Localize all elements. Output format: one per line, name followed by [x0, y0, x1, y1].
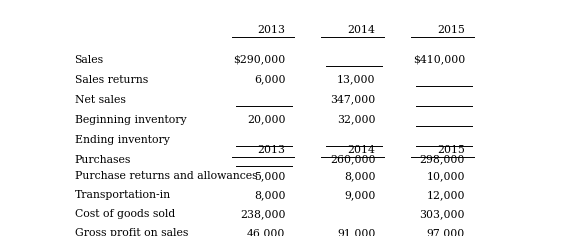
Text: 20,000: 20,000 — [247, 115, 285, 125]
Text: Ending inventory: Ending inventory — [75, 135, 170, 145]
Text: 2015: 2015 — [437, 25, 465, 35]
Text: 13,000: 13,000 — [337, 75, 375, 85]
Text: $290,000: $290,000 — [233, 55, 285, 65]
Text: 2013: 2013 — [258, 25, 285, 35]
Text: 2014: 2014 — [347, 25, 375, 35]
Text: 97,000: 97,000 — [427, 228, 465, 236]
Text: 238,000: 238,000 — [240, 209, 285, 219]
Text: Net sales: Net sales — [75, 95, 126, 105]
Text: Beginning inventory: Beginning inventory — [75, 115, 186, 125]
Text: 303,000: 303,000 — [420, 209, 465, 219]
Text: 9,000: 9,000 — [344, 190, 375, 200]
Text: 2015: 2015 — [437, 145, 465, 155]
Text: $410,000: $410,000 — [413, 55, 465, 65]
Text: Transportation-in: Transportation-in — [75, 190, 171, 200]
Text: 46,000: 46,000 — [247, 228, 285, 236]
Text: Sales: Sales — [75, 55, 104, 65]
Text: 12,000: 12,000 — [427, 190, 465, 200]
Text: 2014: 2014 — [347, 145, 375, 155]
Text: 10,000: 10,000 — [427, 171, 465, 181]
Text: 32,000: 32,000 — [337, 115, 375, 125]
Text: 2013: 2013 — [258, 145, 285, 155]
Text: 6,000: 6,000 — [254, 75, 285, 85]
Text: 260,000: 260,000 — [330, 155, 375, 165]
Text: 8,000: 8,000 — [254, 190, 285, 200]
Text: 8,000: 8,000 — [344, 171, 375, 181]
Text: Gross profit on sales: Gross profit on sales — [75, 228, 188, 236]
Text: 91,000: 91,000 — [337, 228, 375, 236]
Text: 347,000: 347,000 — [330, 95, 375, 105]
Text: Purchases: Purchases — [75, 155, 131, 165]
Text: 298,000: 298,000 — [420, 155, 465, 165]
Text: 5,000: 5,000 — [254, 171, 285, 181]
Text: Purchase returns and allowances: Purchase returns and allowances — [75, 171, 257, 181]
Text: Sales returns: Sales returns — [75, 75, 148, 85]
Text: Cost of goods sold: Cost of goods sold — [75, 209, 175, 219]
